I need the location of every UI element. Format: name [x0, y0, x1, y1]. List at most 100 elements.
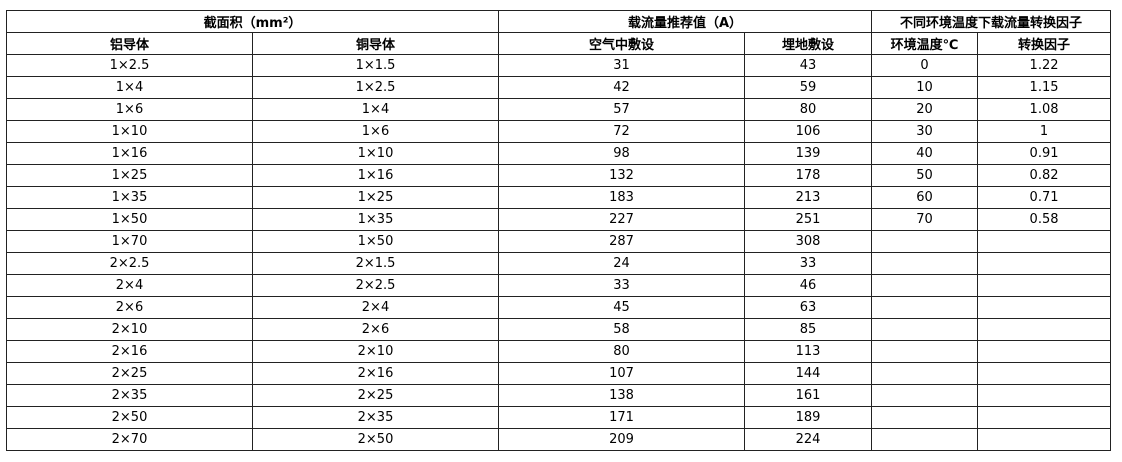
table-cell: 43 — [744, 54, 873, 77]
empty-cell — [977, 428, 1112, 451]
table-cell: 50 — [871, 164, 979, 187]
table-cell: 1 — [977, 120, 1112, 143]
table-cell: 1×10 — [6, 120, 253, 143]
table-cell: 138 — [498, 384, 746, 407]
table-row: 2×50 2×35 171 189 — [6, 406, 1112, 429]
table-cell: 178 — [744, 164, 873, 187]
table-row: 2×16 2×10 80 113 — [6, 340, 1112, 363]
table-row: 2×6 2×4 45 63 — [6, 296, 1112, 319]
table-cell: 2×35 — [6, 384, 253, 407]
table-row: 2×10 2×6 58 85 — [6, 318, 1112, 341]
table-cell: 2×50 — [6, 406, 253, 429]
empty-cell — [977, 230, 1112, 253]
table-cell: 1.22 — [977, 54, 1112, 77]
empty-cell — [871, 274, 979, 297]
empty-cell — [977, 362, 1112, 385]
table-row: 1×50 1×35 227 251 70 0.58 — [6, 208, 1112, 231]
group-header: 载流量推荐值（A） — [498, 10, 873, 33]
table-cell: 0.82 — [977, 164, 1112, 187]
table-cell: 171 — [498, 406, 746, 429]
table-cell: 2×6 — [6, 296, 253, 319]
table-cell: 63 — [744, 296, 873, 319]
table-cell: 85 — [744, 318, 873, 341]
table-row: 1×2.5 1×1.5 31 43 0 1.22 — [6, 54, 1112, 77]
table-cell: 31 — [498, 54, 746, 77]
table-cell: 1×25 — [6, 164, 253, 187]
table-cell: 2×50 — [251, 428, 500, 451]
table-cell: 251 — [744, 208, 873, 231]
empty-cell — [977, 274, 1112, 297]
table-row: 1×4 1×2.5 42 59 10 1.15 — [6, 76, 1112, 99]
column-header: 空气中敷设 — [498, 32, 746, 55]
table-cell: 1×35 — [251, 208, 500, 231]
table-row: 2×4 2×2.5 33 46 — [6, 274, 1112, 297]
empty-cell — [871, 296, 979, 319]
table-cell: 139 — [744, 142, 873, 165]
table-cell: 144 — [744, 362, 873, 385]
table-cell: 0.91 — [977, 142, 1112, 165]
table-cell: 2×2.5 — [6, 252, 253, 275]
table-cell: 1×4 — [6, 76, 253, 99]
column-header: 转换因子 — [977, 32, 1112, 55]
table-body: 1×2.5 1×1.5 31 43 0 1.22 1×4 1×2.5 42 59 10 1.15 1×6… — [6, 54, 1112, 451]
empty-cell — [977, 252, 1112, 275]
table-cell: 1×16 — [251, 164, 500, 187]
empty-cell — [871, 230, 979, 253]
table-cell: 2×16 — [251, 362, 500, 385]
table-cell: 132 — [498, 164, 746, 187]
table-cell: 1.08 — [977, 98, 1112, 121]
table-cell: 58 — [498, 318, 746, 341]
empty-cell — [977, 318, 1112, 341]
empty-cell — [977, 296, 1112, 319]
table-cell: 1×6 — [6, 98, 253, 121]
table-cell: 0.58 — [977, 208, 1112, 231]
table-row: 2×35 2×25 138 161 — [6, 384, 1112, 407]
table-cell: 57 — [498, 98, 746, 121]
table-row: 1×10 1×6 72 106 30 1 — [6, 120, 1112, 143]
table-row: 2×25 2×16 107 144 — [6, 362, 1112, 385]
table-cell: 2×16 — [6, 340, 253, 363]
table-cell: 45 — [498, 296, 746, 319]
table-cell: 209 — [498, 428, 746, 451]
column-row: 铝导体 铜导体 空气中敷设 埋地敷设 环境温度℃ 转换因子 — [6, 32, 1112, 55]
empty-cell — [977, 384, 1112, 407]
table-cell: 1×4 — [251, 98, 500, 121]
table-cell: 2×35 — [251, 406, 500, 429]
empty-cell — [871, 406, 979, 429]
table-row: 1×35 1×25 183 213 60 0.71 — [6, 186, 1112, 209]
empty-cell — [871, 362, 979, 385]
table-cell: 2×4 — [6, 274, 253, 297]
table-cell: 189 — [744, 406, 873, 429]
table-cell: 224 — [744, 428, 873, 451]
table-cell: 0.71 — [977, 186, 1112, 209]
table-cell: 1×10 — [251, 142, 500, 165]
table-cell: 33 — [498, 274, 746, 297]
table-cell: 227 — [498, 208, 746, 231]
table-cell: 308 — [744, 230, 873, 253]
table-cell: 1×2.5 — [251, 76, 500, 99]
table-cell: 213 — [744, 186, 873, 209]
group-header: 不同环境温度下载流量转换因子 — [871, 10, 1112, 33]
column-header: 环境温度℃ — [871, 32, 979, 55]
cable-table: 截面积（mm²） 载流量推荐值（A） 不同环境温度下载流量转换因子 铝导体 铜导体… — [5, 10, 1112, 451]
table-cell: 2×10 — [6, 318, 253, 341]
table-cell: 60 — [871, 186, 979, 209]
table-cell: 1×70 — [6, 230, 253, 253]
table-cell: 107 — [498, 362, 746, 385]
table-cell: 1.15 — [977, 76, 1112, 99]
table-cell: 70 — [871, 208, 979, 231]
column-header: 铝导体 — [6, 32, 253, 55]
group-header: 截面积（mm²） — [5, 10, 500, 33]
table-cell: 2×70 — [6, 428, 253, 451]
table-cell: 20 — [871, 98, 979, 121]
table-cell: 30 — [871, 120, 979, 143]
empty-cell — [871, 384, 979, 407]
column-header: 埋地敷设 — [744, 32, 873, 55]
empty-cell — [977, 406, 1112, 429]
table-cell: 80 — [744, 98, 873, 121]
table-cell: 1×25 — [251, 186, 500, 209]
column-header: 铜导体 — [251, 32, 500, 55]
table-cell: 59 — [744, 76, 873, 99]
table-cell: 161 — [744, 384, 873, 407]
